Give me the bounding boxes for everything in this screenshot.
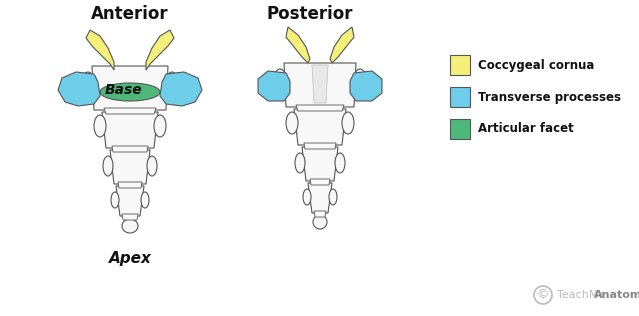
Polygon shape bbox=[310, 179, 330, 185]
Polygon shape bbox=[110, 150, 150, 184]
Ellipse shape bbox=[81, 72, 95, 100]
Ellipse shape bbox=[273, 69, 287, 97]
Ellipse shape bbox=[335, 153, 345, 173]
Polygon shape bbox=[286, 27, 310, 63]
Ellipse shape bbox=[103, 156, 113, 176]
Ellipse shape bbox=[111, 192, 119, 208]
Polygon shape bbox=[118, 182, 142, 188]
Polygon shape bbox=[284, 63, 356, 107]
Polygon shape bbox=[302, 147, 338, 181]
Ellipse shape bbox=[122, 219, 138, 233]
Polygon shape bbox=[330, 27, 354, 63]
Ellipse shape bbox=[100, 83, 160, 101]
Polygon shape bbox=[296, 105, 344, 111]
Polygon shape bbox=[312, 65, 328, 103]
Ellipse shape bbox=[141, 192, 149, 208]
Polygon shape bbox=[308, 183, 332, 213]
FancyBboxPatch shape bbox=[450, 119, 470, 139]
Text: Base: Base bbox=[105, 83, 142, 97]
Polygon shape bbox=[304, 143, 336, 149]
Text: Apex: Apex bbox=[109, 251, 151, 265]
Text: TeachMe: TeachMe bbox=[557, 290, 605, 300]
Ellipse shape bbox=[154, 115, 166, 137]
Ellipse shape bbox=[303, 189, 311, 205]
Ellipse shape bbox=[286, 112, 298, 134]
Ellipse shape bbox=[342, 112, 354, 134]
FancyBboxPatch shape bbox=[450, 87, 470, 107]
Ellipse shape bbox=[165, 72, 179, 100]
FancyBboxPatch shape bbox=[450, 55, 470, 75]
Ellipse shape bbox=[313, 215, 327, 229]
Text: Anatomy: Anatomy bbox=[594, 290, 639, 300]
Polygon shape bbox=[116, 186, 144, 216]
Polygon shape bbox=[112, 146, 148, 152]
Polygon shape bbox=[86, 30, 114, 70]
Text: Transverse processes: Transverse processes bbox=[478, 90, 621, 104]
Polygon shape bbox=[350, 71, 382, 101]
Ellipse shape bbox=[329, 189, 337, 205]
Ellipse shape bbox=[94, 115, 106, 137]
Polygon shape bbox=[258, 71, 290, 101]
Text: Posterior: Posterior bbox=[266, 5, 353, 23]
Ellipse shape bbox=[147, 156, 157, 176]
Polygon shape bbox=[104, 108, 156, 114]
Ellipse shape bbox=[353, 69, 367, 97]
Polygon shape bbox=[122, 214, 138, 220]
Text: ©: © bbox=[537, 289, 550, 301]
Polygon shape bbox=[294, 109, 346, 145]
Polygon shape bbox=[102, 112, 158, 148]
Polygon shape bbox=[58, 72, 100, 106]
Polygon shape bbox=[314, 211, 326, 217]
Ellipse shape bbox=[295, 153, 305, 173]
Polygon shape bbox=[160, 72, 202, 106]
Polygon shape bbox=[92, 66, 168, 110]
Text: Articular facet: Articular facet bbox=[478, 123, 574, 136]
Text: Coccygeal cornua: Coccygeal cornua bbox=[478, 58, 594, 71]
Text: Anterior: Anterior bbox=[91, 5, 169, 23]
Polygon shape bbox=[146, 30, 174, 70]
